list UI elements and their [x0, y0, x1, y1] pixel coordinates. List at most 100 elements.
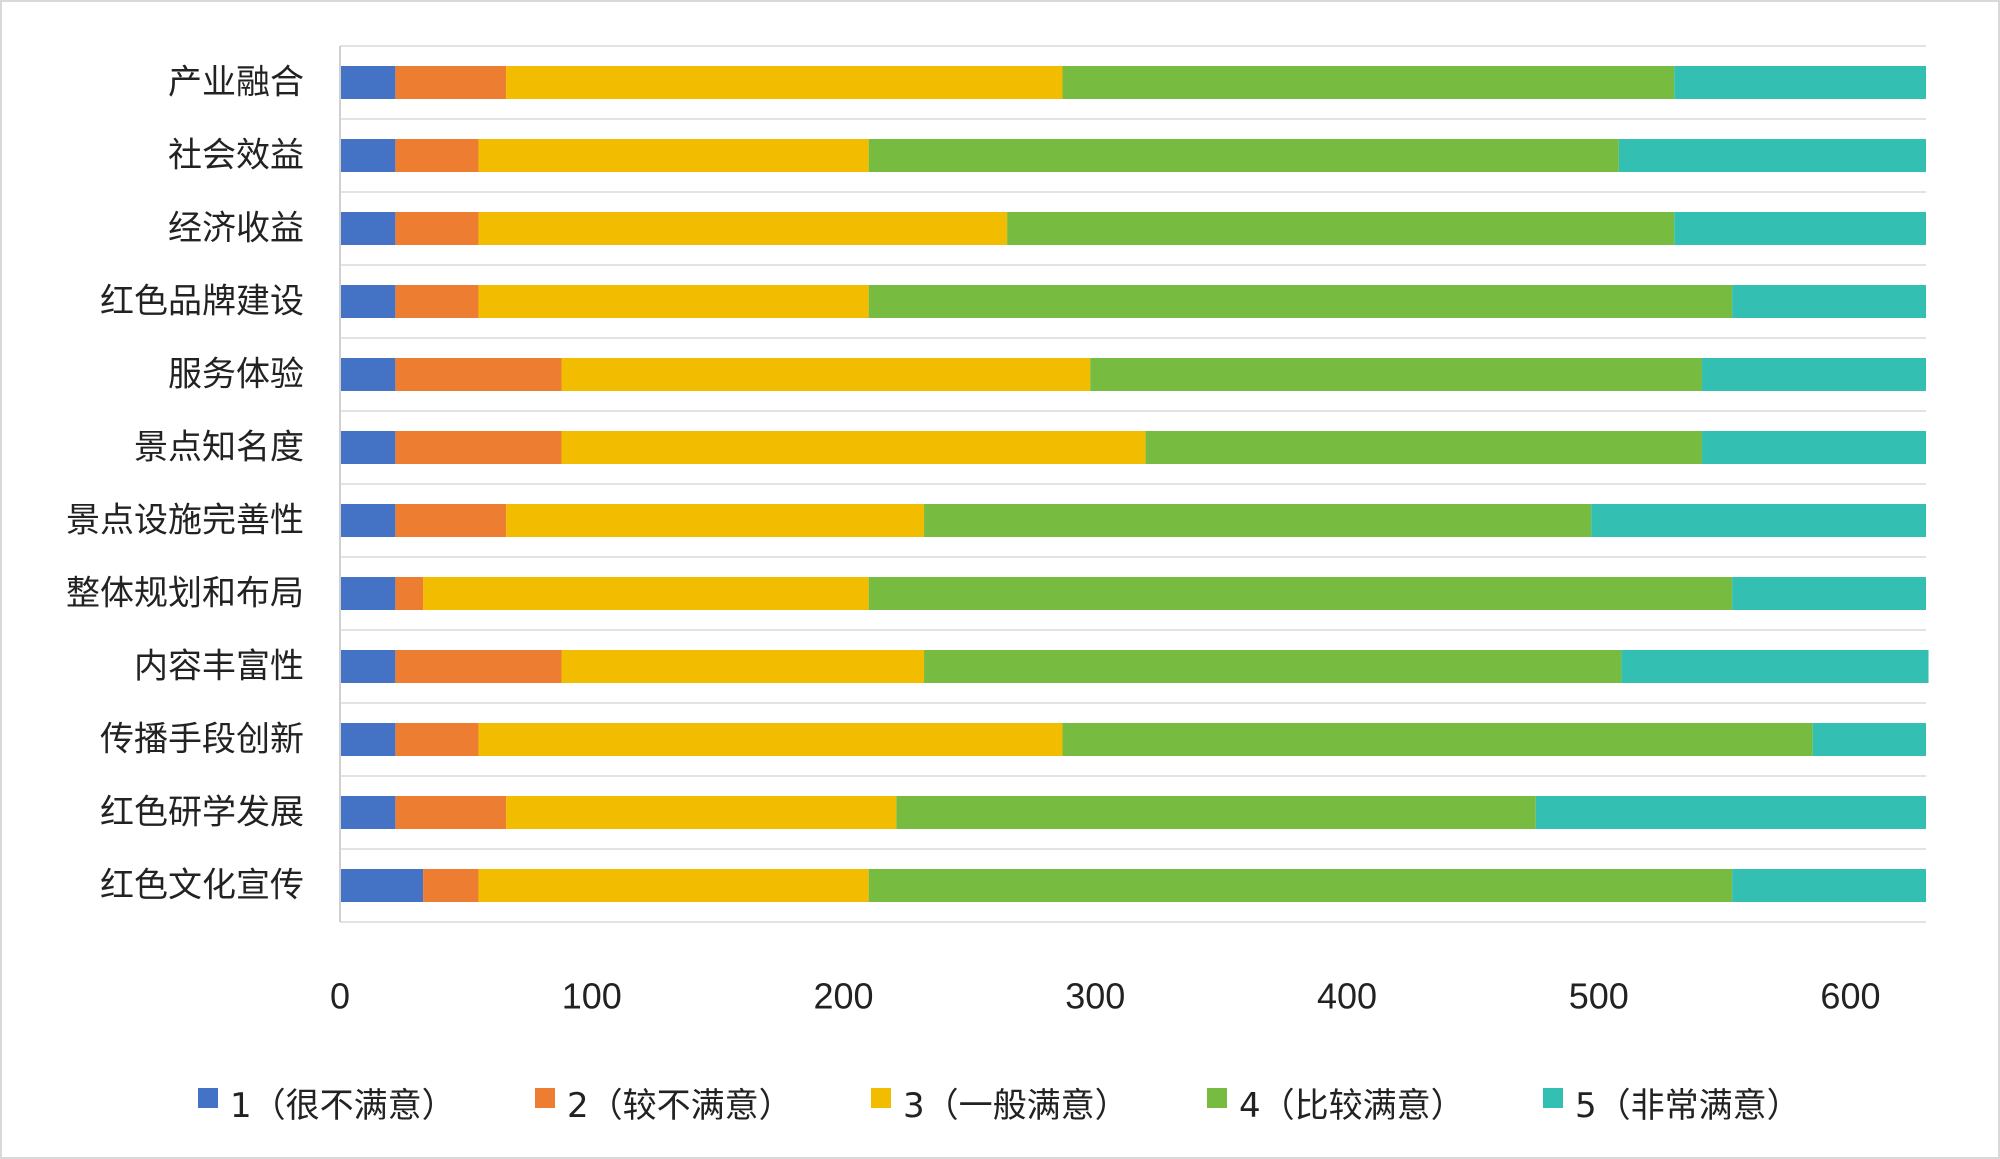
x-tick-label: 300: [1065, 976, 1125, 1017]
bar-segment-1: [340, 723, 396, 756]
bar-segment-5: [1618, 139, 1926, 172]
bar-segment-1: [340, 66, 396, 99]
legend-item: 3（一般满意）: [871, 1086, 1129, 1126]
bar-segment-3: [478, 723, 1063, 756]
bar-segment-3: [561, 358, 1091, 391]
bar-segment-2: [395, 431, 562, 464]
bar-segment-5: [1732, 869, 1926, 902]
bar-segment-3: [561, 650, 925, 683]
bar-segment-3: [478, 139, 869, 172]
bar-segment-1: [340, 796, 396, 829]
bar-segment-2: [395, 723, 479, 756]
legend-label: 4（比较满意）: [1239, 1086, 1465, 1126]
bar-segment-3: [478, 285, 869, 318]
x-tick-label: 400: [1317, 976, 1377, 1017]
legend-swatch: [1207, 1088, 1227, 1108]
category-label: 整体规划和布局: [66, 574, 304, 614]
category-label: 景点设施完善性: [66, 501, 304, 541]
legend: 1（很不满意） 2（较不满意） 3（一般满意） 4（比较满意） 5（非常满意）: [198, 1086, 1801, 1126]
bar-segment-4: [924, 504, 1592, 537]
bar-segment-3: [561, 431, 1146, 464]
category-label: 红色文化宣传: [100, 866, 304, 906]
bars: [340, 66, 1929, 902]
bar-segment-2: [395, 650, 562, 683]
bar-segment-1: [340, 869, 424, 902]
bar-segment-3: [423, 577, 869, 610]
bar-segment-5: [1674, 66, 1926, 99]
bar-segment-2: [395, 796, 507, 829]
bar-segment-2: [395, 577, 424, 610]
bar-segment-2: [395, 358, 562, 391]
category-label: 红色研学发展: [100, 793, 304, 833]
bar-segment-5: [1701, 358, 1926, 391]
bar-segment-5: [1535, 796, 1926, 829]
x-tick-label: 500: [1569, 976, 1629, 1017]
bar-segment-2: [395, 139, 479, 172]
axes: 产业融合社会效益经济收益红色品牌建设服务体验景点知名度景点设施完善性整体规划和布…: [66, 46, 1881, 1017]
bar-segment-2: [395, 212, 479, 245]
x-tick-label: 100: [562, 976, 622, 1017]
legend-swatch: [1543, 1088, 1563, 1108]
legend-label: 3（一般满意）: [903, 1086, 1129, 1126]
legend-item: 4（比较满意）: [1207, 1086, 1465, 1126]
legend-item: 2（较不满意）: [535, 1086, 793, 1126]
bar-segment-4: [1062, 723, 1813, 756]
x-tick-label: 600: [1820, 976, 1880, 1017]
bar-segment-5: [1732, 285, 1926, 318]
bar-segment-1: [340, 577, 396, 610]
legend-label: 2（较不满意）: [567, 1086, 793, 1126]
bar-segment-1: [340, 139, 396, 172]
bar-segment-3: [506, 504, 925, 537]
bar-segment-3: [478, 212, 1008, 245]
bar-segment-1: [340, 358, 396, 391]
bar-segment-4: [868, 139, 1619, 172]
bar-segment-4: [868, 285, 1733, 318]
bar-segment-4: [1062, 66, 1675, 99]
bar-segment-2: [395, 66, 507, 99]
bar-segment-3: [506, 796, 897, 829]
bar-segment-5: [1674, 212, 1926, 245]
x-tick-label: 200: [813, 976, 873, 1017]
legend-label: 5（非常满意）: [1575, 1086, 1801, 1126]
category-label: 服务体验: [168, 355, 304, 395]
bar-segment-5: [1732, 577, 1926, 610]
bar-segment-5: [1812, 723, 1926, 756]
bar-segment-1: [340, 212, 396, 245]
bar-segment-1: [340, 285, 396, 318]
bar-segment-1: [340, 650, 396, 683]
bar-segment-5: [1591, 504, 1926, 537]
category-label: 传播手段创新: [100, 720, 304, 760]
x-tick-label: 0: [330, 976, 350, 1017]
bar-segment-2: [423, 869, 479, 902]
legend-item: 1（很不满意）: [198, 1086, 456, 1126]
bar-segment-4: [1007, 212, 1675, 245]
bar-segment-4: [896, 796, 1536, 829]
bar-segment-3: [478, 869, 869, 902]
legend-item: 5（非常满意）: [1543, 1086, 1801, 1126]
bar-segment-2: [395, 504, 507, 537]
legend-swatch: [198, 1088, 218, 1108]
category-label: 景点知名度: [134, 428, 304, 468]
bar-segment-4: [868, 869, 1733, 902]
legend-swatch: [871, 1088, 891, 1108]
bar-segment-3: [506, 66, 1063, 99]
category-label: 经济收益: [168, 209, 304, 249]
bar-segment-1: [340, 504, 396, 537]
category-label: 红色品牌建设: [100, 282, 304, 322]
bar-segment-1: [340, 431, 396, 464]
bar-segment-5: [1701, 431, 1926, 464]
bar-segment-2: [395, 285, 479, 318]
category-label: 产业融合: [168, 63, 304, 103]
bar-segment-5: [1621, 650, 1929, 683]
bar-segment-4: [868, 577, 1733, 610]
legend-label: 1（很不满意）: [230, 1086, 456, 1126]
category-label: 社会效益: [168, 136, 304, 176]
bar-segment-4: [924, 650, 1622, 683]
category-label: 内容丰富性: [134, 647, 304, 687]
bar-segment-4: [1145, 431, 1702, 464]
bar-segment-4: [1090, 358, 1702, 391]
grid-lines: [340, 45, 1926, 923]
legend-swatch: [535, 1088, 555, 1108]
